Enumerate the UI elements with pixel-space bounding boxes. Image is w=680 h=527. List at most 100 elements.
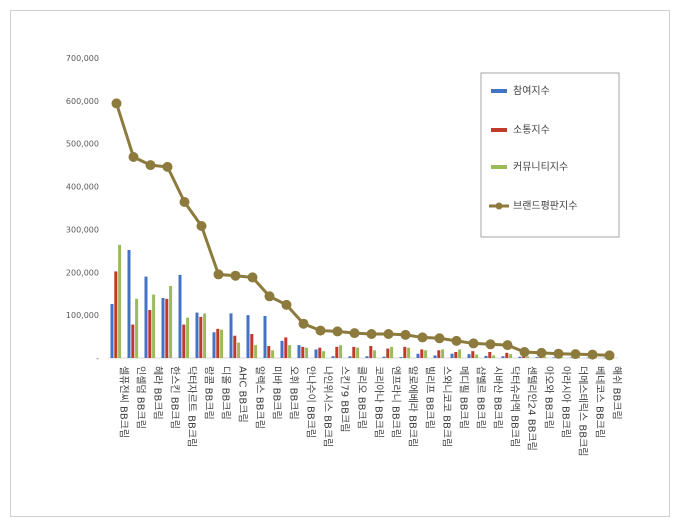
x-tick-label: 클리오 BB크림 — [356, 366, 368, 429]
bar — [280, 340, 284, 358]
bar — [569, 357, 573, 359]
bar — [169, 286, 173, 358]
legend-swatch — [491, 89, 507, 93]
bar — [246, 315, 250, 358]
y-tick-label: 400,000 — [66, 183, 99, 192]
bar — [399, 357, 403, 358]
line-point — [400, 329, 411, 340]
bar — [339, 345, 343, 358]
bar — [382, 356, 386, 358]
x-tick-label: 셀퓨전씨 BB크림 — [118, 366, 130, 438]
bar — [535, 357, 539, 358]
bar — [301, 346, 305, 358]
bar — [114, 271, 118, 358]
bar — [212, 332, 216, 358]
bar — [233, 335, 237, 358]
x-tick-label: 아오와 BB크림 — [543, 366, 555, 429]
bar — [467, 354, 471, 358]
bars-layer — [110, 244, 615, 359]
line-point — [553, 348, 564, 359]
x-tick-label: 안나수이 BB크림 — [305, 366, 317, 438]
x-tick-label: 더메스테릭스 BB크림 — [577, 366, 589, 457]
line-point — [128, 152, 139, 162]
line-point — [536, 347, 547, 358]
line-point — [196, 221, 207, 231]
bar — [288, 345, 292, 358]
bar — [271, 350, 275, 358]
x-tick-label: 센텔리안24 BB크림 — [526, 366, 538, 451]
bar — [297, 345, 301, 358]
bar — [475, 354, 479, 358]
x-tick-label: 시바산 BB크림 — [492, 366, 504, 429]
bar — [148, 310, 152, 358]
y-axis: - 100,000 200,000 300,000 400,000 500,000 600,… — [66, 54, 618, 363]
x-tick-label: 베네코스 BB크림 — [594, 366, 606, 438]
bar — [441, 349, 445, 358]
bar — [450, 353, 454, 358]
bar — [322, 351, 326, 358]
bar — [471, 351, 475, 358]
line-point — [587, 349, 598, 360]
x-tick-label: 헤라 BB크림 — [152, 366, 164, 420]
line-point — [383, 329, 394, 339]
line-point — [162, 161, 173, 172]
bar — [216, 328, 220, 358]
bar — [458, 349, 462, 358]
legend-label: 커뮤니티지수 — [513, 161, 568, 173]
line-point — [366, 329, 377, 339]
bar — [403, 346, 407, 358]
bar — [433, 355, 437, 358]
bar — [335, 346, 339, 358]
bar — [424, 350, 428, 358]
bar — [369, 346, 373, 358]
x-tick-label: 샵벨르 BB크림 — [475, 366, 487, 429]
bar — [165, 298, 169, 358]
line-point — [179, 197, 190, 207]
bar — [161, 298, 165, 358]
bar — [263, 316, 267, 358]
bar — [437, 350, 441, 358]
y-tick-label: 200,000 — [66, 268, 99, 277]
bar — [178, 274, 182, 358]
bar — [131, 324, 135, 358]
line-point — [468, 338, 479, 349]
line-point — [145, 160, 156, 171]
line-point — [451, 335, 462, 346]
y-tick-label: - — [96, 354, 99, 363]
line-point — [247, 272, 258, 283]
x-tick-label: 빌리프 BB크림 — [424, 366, 436, 429]
x-tick-label: 닥터자르트 BB크림 — [186, 366, 198, 447]
bar — [603, 357, 607, 359]
bar — [254, 345, 258, 358]
bar — [352, 346, 356, 358]
bar — [454, 352, 458, 358]
bar — [407, 347, 411, 358]
bar — [416, 353, 420, 358]
bar — [552, 357, 556, 358]
bar — [182, 324, 186, 358]
bar — [373, 350, 377, 358]
line-point — [281, 299, 292, 310]
legend-label: 소통지수 — [513, 124, 550, 136]
legend-box — [480, 72, 620, 238]
bar — [509, 354, 513, 358]
line-point — [502, 340, 513, 351]
legend-label: 브랜드평판지수 — [513, 200, 577, 212]
line-point — [213, 269, 224, 280]
bar — [365, 356, 369, 358]
bar — [144, 276, 148, 358]
x-tick-label: 해쉬 BB크림 — [611, 366, 624, 420]
bar — [195, 312, 199, 358]
bar — [331, 356, 335, 358]
legend-swatch — [491, 165, 507, 169]
x-tick-label: 랑콤 BB크림 — [203, 366, 215, 420]
x-tick-label: 엔프라니 BB크림 — [390, 366, 402, 438]
x-tick-label: 스와니코코 BB크림 — [441, 366, 453, 447]
x-tick-label: 아라시아 BB크림 — [560, 366, 572, 438]
bar — [586, 357, 590, 359]
bar — [110, 304, 114, 358]
line-point — [417, 332, 428, 343]
chart: - 100,000 200,000 300,000 400,000 500,000 600,… — [66, 54, 624, 457]
y-tick-label: 500,000 — [66, 140, 99, 149]
